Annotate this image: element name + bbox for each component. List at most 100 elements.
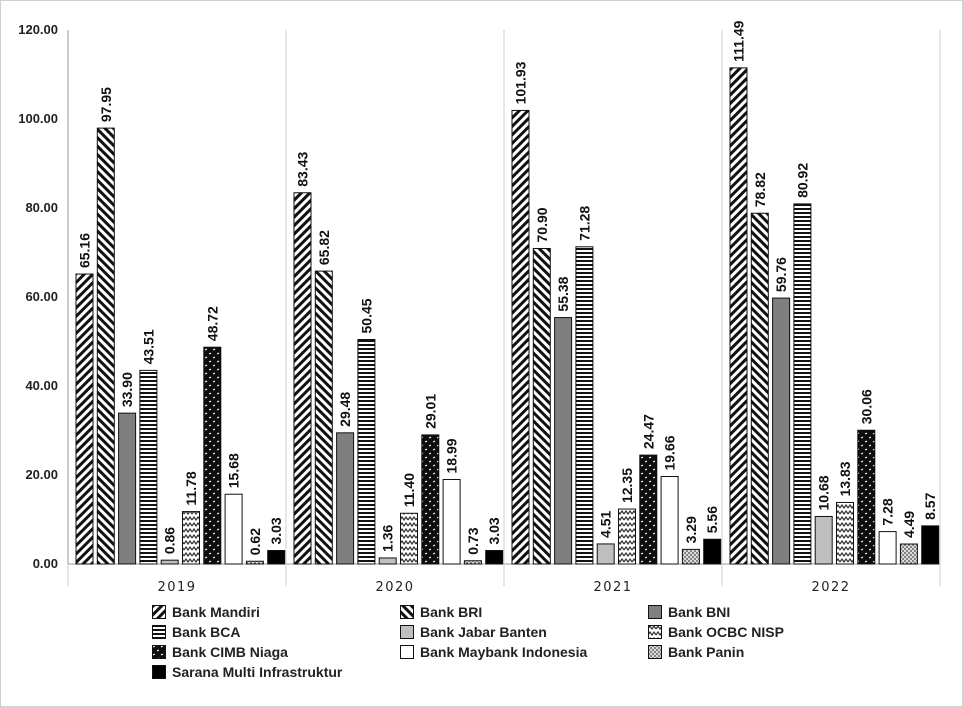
data-label: 30.06: [858, 389, 874, 424]
data-label: 4.49: [901, 511, 917, 538]
x-tick-label: 2022: [811, 580, 850, 595]
data-label: 4.51: [598, 510, 614, 537]
data-label: 12.35: [619, 468, 635, 503]
bar: [400, 512, 418, 565]
bar: [139, 369, 158, 565]
y-tick-label: 0.00: [33, 556, 58, 571]
y-tick-label: 40.00: [25, 378, 58, 393]
data-label: 65.16: [77, 233, 93, 268]
data-label: 80.92: [794, 163, 810, 198]
data-label: 97.95: [98, 87, 114, 122]
bar: [224, 493, 243, 565]
data-label: 55.38: [555, 276, 571, 311]
bar: [681, 548, 700, 565]
data-label: 33.90: [119, 372, 135, 407]
data-label: 70.90: [534, 207, 550, 242]
bar: [336, 432, 355, 565]
legend-label: Bank Panin: [668, 644, 745, 660]
bar: [293, 192, 312, 565]
data-label: 78.82: [752, 172, 768, 207]
legend-item: Bank Panin: [648, 642, 744, 662]
data-label: 29.01: [422, 394, 438, 429]
bar: [532, 247, 551, 565]
bar: [793, 203, 812, 565]
data-label: 83.43: [295, 151, 311, 186]
legend-item: Sarana Multi Infrastruktur: [152, 662, 342, 682]
legend-item: Bank Jabar Banten: [400, 622, 547, 642]
legend-item: Bank BCA: [152, 622, 240, 642]
x-tick-label: 2020: [375, 580, 414, 595]
bar: [596, 543, 615, 565]
bar: [118, 412, 137, 565]
data-label: 3.03: [268, 517, 284, 544]
legend-item: Bank BNI: [648, 602, 730, 622]
data-label: 5.56: [704, 506, 720, 533]
legend-label: Bank BRI: [420, 604, 483, 620]
bar: [463, 560, 482, 565]
bar: [160, 559, 179, 565]
data-labels: 65.16 97.95 33.90 43.51 0.86 11.78 48.72 15.68 0…: [77, 20, 939, 555]
bar: [442, 478, 461, 565]
legend-label: Bank Jabar Banten: [420, 624, 547, 640]
bar: [75, 273, 94, 565]
bars: [75, 67, 940, 565]
legend-label: Bank OCBC NISP: [668, 624, 784, 640]
data-label: 13.83: [837, 461, 853, 496]
data-label: 101.93: [513, 61, 529, 104]
data-label: 59.76: [773, 257, 789, 292]
data-label: 71.28: [576, 206, 592, 241]
legend-item: Bank Maybank Indonesia: [400, 642, 587, 662]
bar: [357, 338, 376, 565]
legend-swatch: [152, 665, 166, 679]
legend-swatch: [152, 605, 166, 619]
bar: [857, 429, 876, 565]
axes: 0.00 20.00 40.00 60.00 80.00 100.00 120.00 2019…: [18, 22, 941, 595]
legend-swatch: [400, 605, 414, 619]
y-tick-label: 60.00: [25, 289, 58, 304]
bar: [878, 531, 897, 565]
bar: [378, 557, 397, 565]
data-label: 111.49: [731, 20, 747, 61]
data-label: 65.82: [316, 230, 332, 265]
bar: [814, 515, 833, 565]
y-tick-label: 120.00: [18, 22, 58, 37]
bar: [96, 127, 115, 565]
bar: [618, 508, 636, 565]
legend-label: Bank CIMB Niaga: [172, 644, 288, 660]
legend-swatch: [648, 605, 662, 619]
y-tick-label: 20.00: [25, 467, 58, 482]
data-label: 29.48: [337, 392, 353, 427]
data-label: 0.86: [162, 527, 178, 554]
legend-label: Bank Mandiri: [172, 604, 260, 620]
y-tick-label: 100.00: [18, 111, 58, 126]
bar: [267, 550, 286, 565]
bar: [511, 109, 530, 565]
data-label: 8.57: [922, 492, 938, 519]
bar: [639, 454, 658, 565]
data-label: 19.66: [662, 435, 678, 470]
bar: [203, 346, 222, 565]
x-tick-label: 2019: [157, 580, 196, 595]
legend-swatch: [400, 625, 414, 639]
bar: [314, 270, 333, 565]
data-label: 11.40: [401, 473, 417, 507]
bar: [729, 67, 748, 565]
legend-swatch: [152, 625, 166, 639]
data-label: 10.68: [816, 475, 832, 510]
legend-item: Bank OCBC NISP: [648, 622, 784, 642]
bar: [182, 511, 200, 565]
bar: [703, 538, 722, 565]
data-label: 15.68: [226, 453, 242, 488]
bar: [421, 434, 440, 565]
data-label: 0.73: [465, 527, 481, 554]
bar: [660, 476, 679, 565]
legend-swatch: [648, 645, 662, 659]
bar: [245, 560, 264, 565]
y-tick-label: 80.00: [25, 200, 58, 215]
data-label: 3.29: [683, 516, 699, 543]
data-label: 50.45: [358, 298, 374, 333]
bar: [575, 246, 594, 565]
legend-label: Bank BNI: [668, 604, 731, 620]
